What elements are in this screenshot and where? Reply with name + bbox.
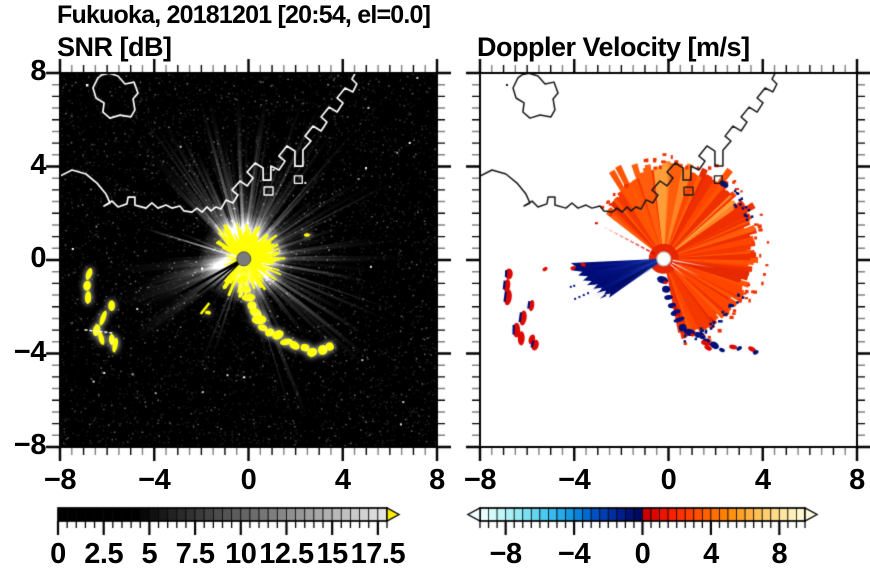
y-axis-tick-label: 0 [30, 242, 46, 274]
vel-colorbar-tick-label: 8 [771, 538, 788, 570]
y-axis-tick-label: 8 [30, 55, 46, 87]
snr-colorbar-tick-label: 17.5 [350, 538, 406, 570]
snr-colorbar-tick-label: 0 [50, 538, 66, 570]
figure-title: Fukuoka, 20181201 [20:54, el=0.0] [57, 1, 431, 29]
vel-x-axis-tick-label: −8 [463, 464, 497, 496]
snr-colorbar-tick-label: 2.5 [84, 538, 124, 570]
snr-colorbar-tick-label: 5 [141, 538, 158, 570]
vel-x-axis-tick-label: 0 [660, 464, 677, 496]
snr-x-axis-tick-label: 0 [240, 464, 257, 496]
vel-panel-title: Doppler Velocity [m/s] [477, 32, 750, 62]
snr-x-axis-tick-label: −8 [43, 464, 77, 496]
snr-colorbar-tick-label: 7.5 [175, 538, 215, 570]
y-axis-tick-label: −4 [13, 335, 47, 368]
vel-x-axis-tick-label: −4 [558, 464, 591, 496]
y-axis-tick-label: 4 [30, 148, 46, 181]
vel-colorbar-tick-label: −8 [489, 538, 523, 570]
y-axis-tick-label: −8 [13, 429, 47, 461]
vel-colorbar-tick-label: 0 [634, 538, 651, 570]
snr-x-axis-tick-label: 4 [334, 464, 351, 496]
snr-colorbar-tick-label: 12.5 [259, 538, 314, 570]
vel-x-axis-tick-label: 4 [754, 464, 771, 496]
vel-x-axis-tick-label: 8 [849, 464, 865, 496]
snr-colorbar-tick-label: 15 [316, 538, 349, 570]
vel-colorbar-tick-label: 4 [703, 538, 719, 570]
snr-colorbar-tick-label: 10 [225, 538, 257, 570]
vel-colorbar-tick-label: −4 [558, 538, 591, 570]
snr-x-axis-tick-label: −4 [138, 464, 171, 496]
snr-x-axis-tick-label: 8 [429, 464, 445, 496]
snr-panel-title: SNR [dB] [57, 32, 172, 62]
